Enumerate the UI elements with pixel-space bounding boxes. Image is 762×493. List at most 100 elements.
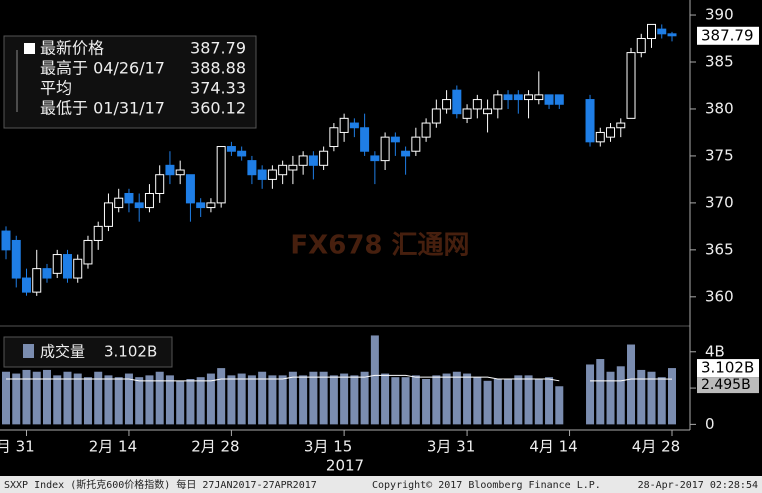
candle-body bbox=[155, 174, 165, 194]
candle-body bbox=[237, 150, 247, 157]
volume-legend-value: 3.102B bbox=[104, 343, 157, 361]
volume-bar bbox=[124, 373, 133, 425]
volume-bar bbox=[94, 371, 103, 425]
volume-bar bbox=[545, 377, 554, 425]
footer-center: Copyright© 2017 Bloomberg Finance L.P. bbox=[372, 480, 601, 491]
candle-body bbox=[647, 23, 657, 40]
volume-bar bbox=[319, 371, 328, 425]
candle-body bbox=[206, 202, 216, 209]
candle-body bbox=[319, 150, 329, 166]
y-tick-label: 365 bbox=[705, 240, 734, 258]
candle-body bbox=[42, 268, 52, 279]
candle-body bbox=[93, 225, 103, 241]
candle-body bbox=[185, 174, 195, 204]
candle-body bbox=[32, 268, 42, 293]
volume-bar bbox=[493, 379, 502, 425]
volume-ma-line bbox=[6, 374, 560, 382]
volume-bar bbox=[258, 371, 267, 425]
volume-bar bbox=[606, 371, 615, 425]
last-price-box bbox=[697, 26, 759, 45]
candle-body bbox=[503, 94, 513, 101]
volume-bar bbox=[422, 379, 431, 425]
candle-body bbox=[657, 28, 667, 35]
candle-body bbox=[11, 239, 21, 279]
volume-tag-box bbox=[697, 359, 759, 378]
candle-body bbox=[165, 164, 175, 176]
volume-bar bbox=[12, 373, 21, 425]
candle-body bbox=[472, 99, 482, 110]
candle-body bbox=[73, 258, 83, 279]
candle-body bbox=[585, 99, 595, 143]
candle-body bbox=[421, 122, 431, 138]
volume-bar bbox=[524, 375, 533, 425]
candle-body bbox=[308, 155, 318, 166]
y-tick-label: 380 bbox=[705, 99, 734, 117]
volume-bar bbox=[155, 371, 164, 425]
x-tick-label: 2月 14 bbox=[89, 438, 137, 456]
volume-bar bbox=[22, 369, 31, 425]
volume-bar bbox=[135, 377, 144, 425]
candle-body bbox=[196, 202, 206, 209]
candle-body bbox=[380, 136, 390, 162]
candle-body bbox=[267, 169, 277, 180]
volume-bar bbox=[329, 375, 338, 425]
volume-bar bbox=[268, 375, 277, 425]
volume-bar bbox=[53, 375, 62, 425]
x-tick-label: 4月 14 bbox=[529, 438, 577, 456]
volume-bar bbox=[596, 359, 605, 425]
volume-bar bbox=[360, 371, 369, 425]
candle-body bbox=[534, 94, 544, 101]
volume-bar bbox=[299, 375, 308, 425]
candle-body bbox=[595, 131, 605, 143]
volume-legend-label: 成交量 bbox=[40, 343, 85, 361]
candle-body bbox=[554, 94, 564, 105]
volume-bar bbox=[247, 375, 256, 425]
volume-tag-label: 3.102B bbox=[701, 359, 754, 377]
legend-box bbox=[3, 35, 257, 129]
candle-body bbox=[513, 94, 523, 101]
volume-bar bbox=[83, 377, 92, 425]
volume-bar bbox=[370, 335, 379, 425]
ma-tag-label: 2.495B bbox=[701, 377, 751, 393]
candle-body bbox=[339, 117, 349, 133]
candle-body bbox=[52, 254, 62, 274]
candle-body bbox=[298, 155, 308, 166]
y2-tick-label: 4B bbox=[705, 342, 725, 360]
legend-value: 360.12 bbox=[190, 99, 246, 118]
volume-bar bbox=[32, 371, 41, 425]
volume-bar bbox=[401, 377, 410, 425]
volume-bar bbox=[42, 369, 51, 425]
volume-bar bbox=[432, 375, 441, 425]
candle-body bbox=[411, 136, 421, 152]
candle-body bbox=[636, 38, 646, 54]
footer-bar bbox=[0, 476, 762, 493]
candle-body bbox=[667, 33, 677, 37]
volume-bar bbox=[442, 373, 451, 425]
candle-body bbox=[21, 277, 31, 293]
candle-body bbox=[257, 169, 267, 180]
candle-body bbox=[216, 146, 226, 204]
candle-body bbox=[247, 160, 257, 176]
volume-bar bbox=[514, 375, 523, 425]
volume-bar bbox=[637, 369, 646, 425]
ma-tag-box bbox=[697, 377, 759, 394]
volume-bar bbox=[63, 371, 72, 425]
candle-body bbox=[616, 122, 626, 129]
legend-value: 387.79 bbox=[190, 39, 246, 58]
candle-body bbox=[288, 164, 298, 171]
legend-value: 388.88 bbox=[190, 59, 246, 78]
x-tick-label: 4月 28 bbox=[632, 438, 680, 456]
candle-body bbox=[175, 169, 185, 176]
volume-bar bbox=[278, 375, 287, 425]
volume-bar bbox=[627, 344, 636, 425]
volume-bar bbox=[504, 379, 513, 425]
candle-body bbox=[524, 94, 534, 101]
candle-body bbox=[493, 94, 503, 110]
candle-body bbox=[349, 122, 359, 129]
volume-bar bbox=[237, 373, 246, 425]
y-tick-label: 360 bbox=[705, 287, 734, 305]
candle-body bbox=[431, 108, 441, 124]
candle-body bbox=[452, 89, 462, 115]
candle-body bbox=[62, 254, 72, 279]
